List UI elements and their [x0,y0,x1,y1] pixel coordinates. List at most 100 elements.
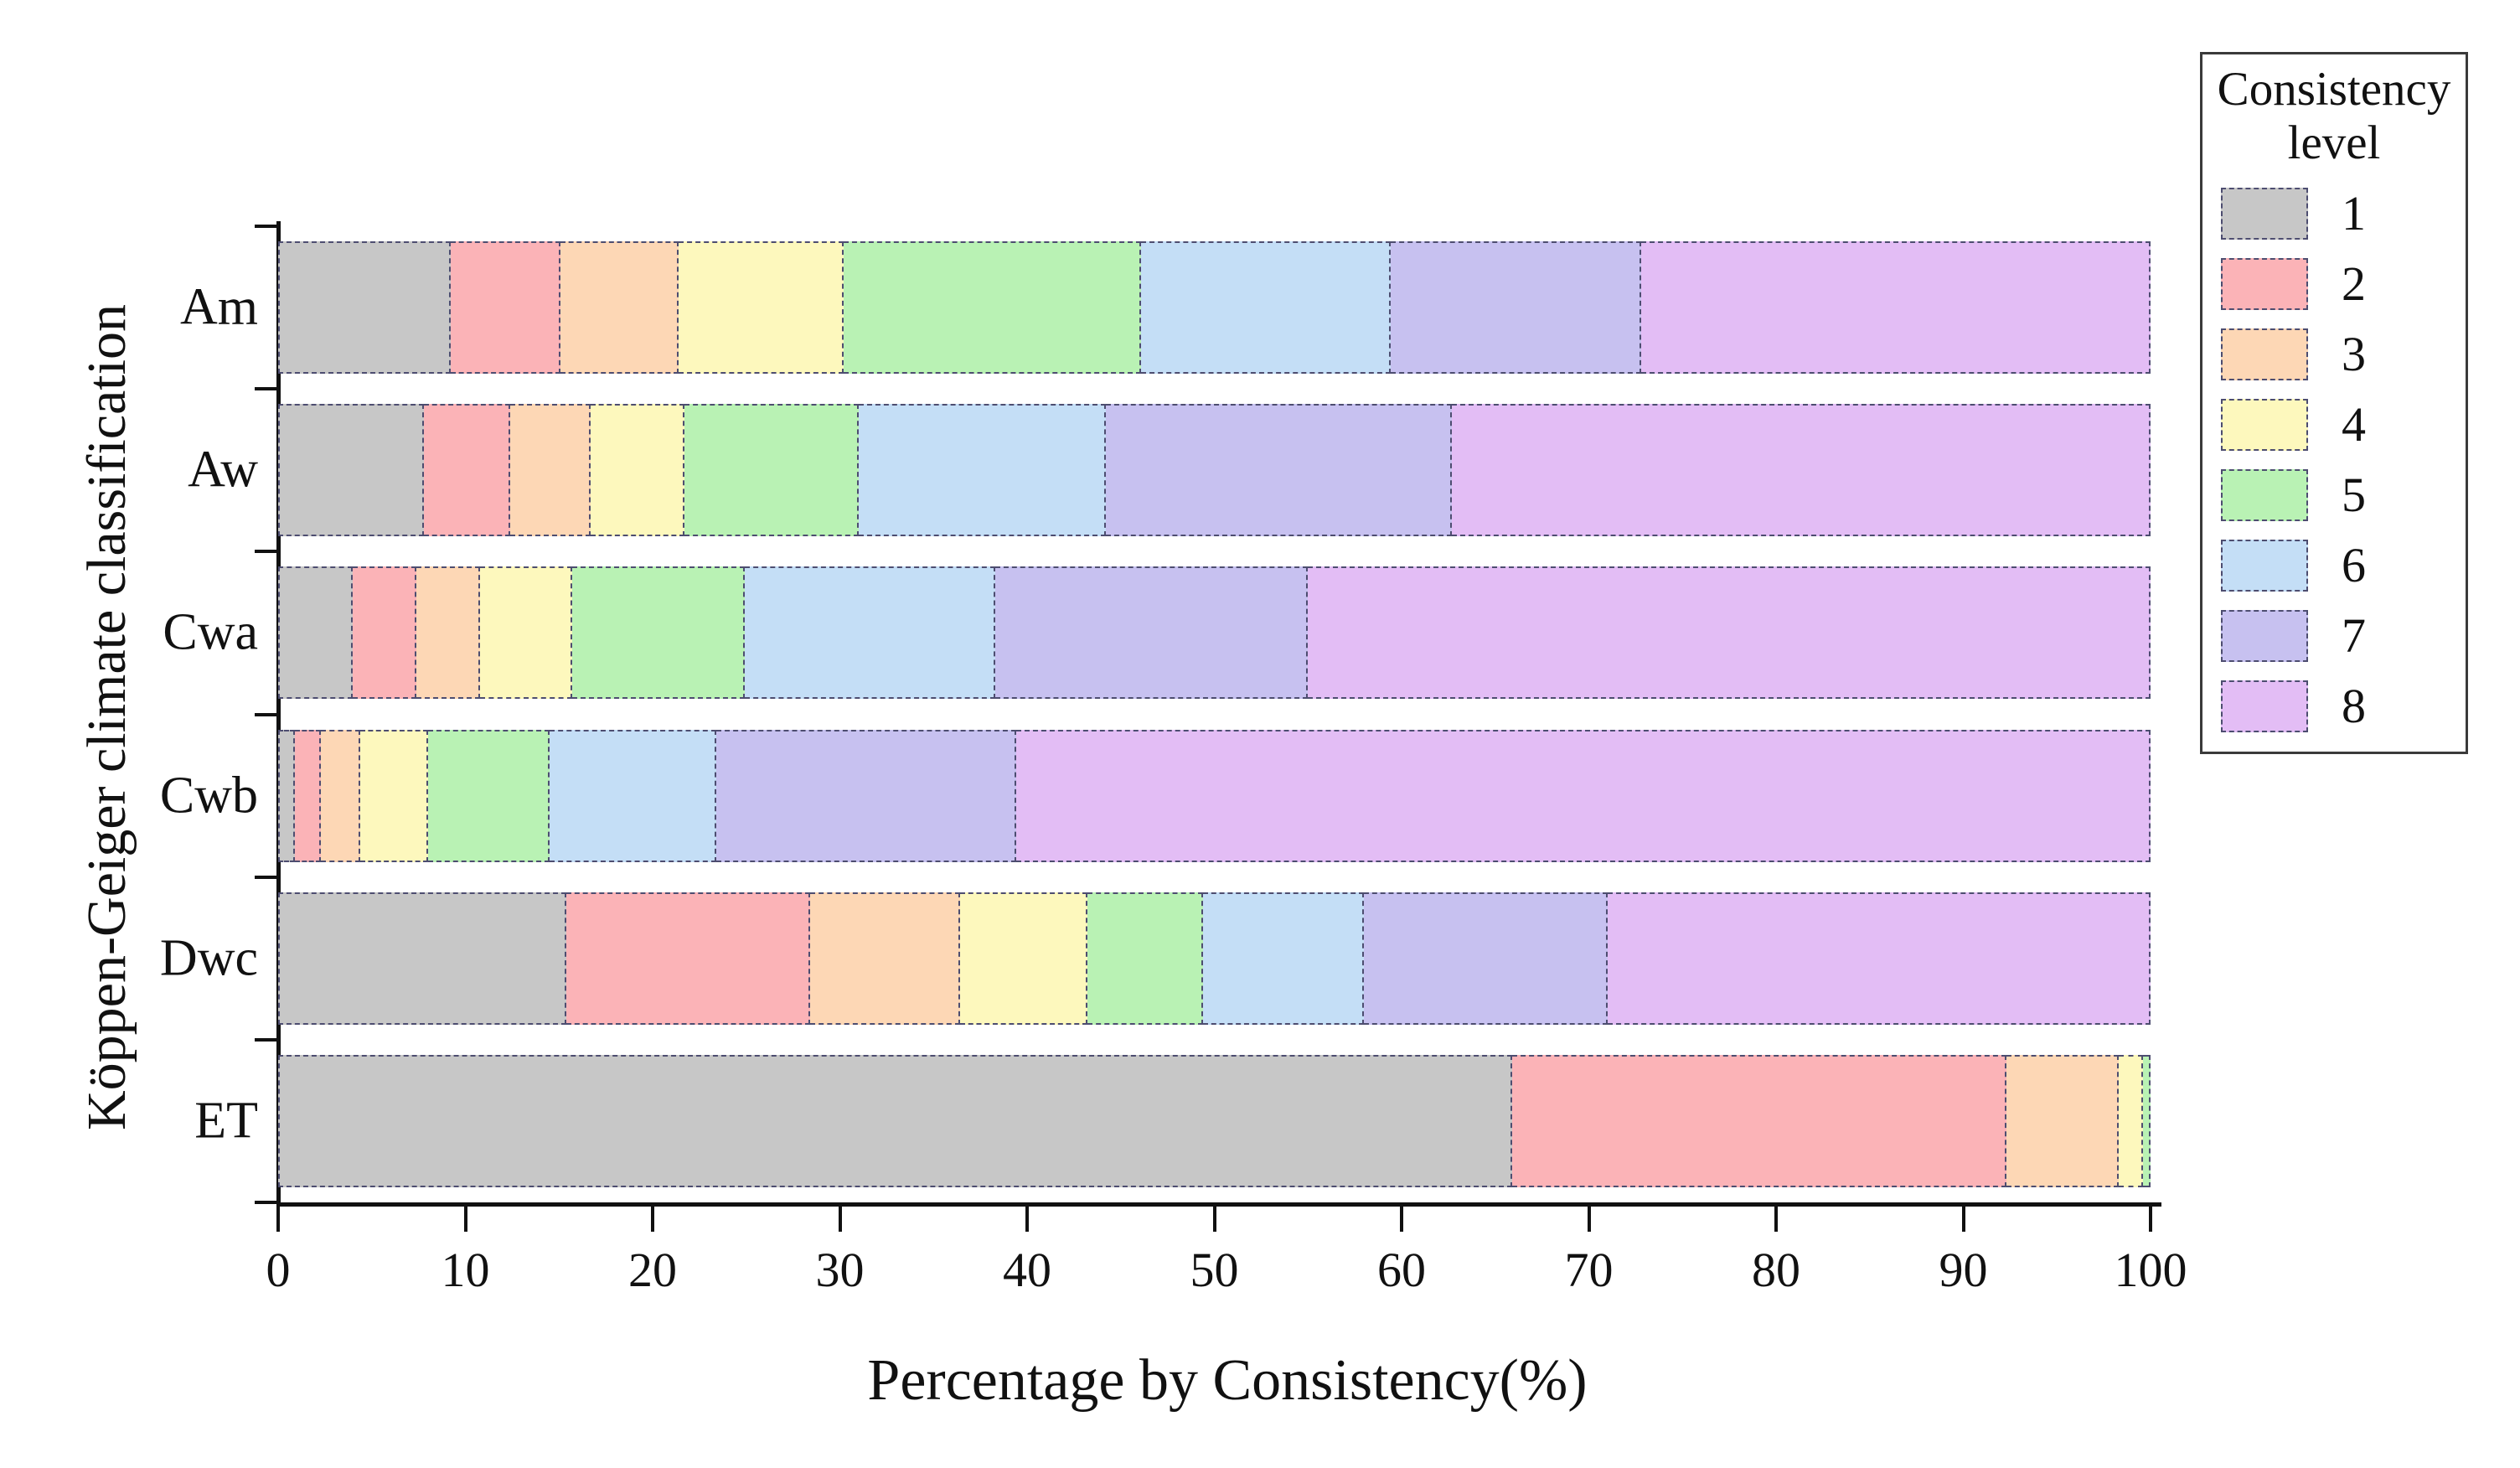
category-label-Dwc: Dwc [159,929,258,987]
bar-segment-Dwc-level-2 [566,892,810,1025]
bar-segment-Cwa-level-2 [353,566,417,700]
x-axis-tick-label-80: 80 [1752,1243,1800,1297]
bar-segment-ET-level-3 [2006,1054,2119,1187]
legend-item-7: 7 [2221,608,2466,664]
legend-item-1: 1 [2221,186,2466,240]
legend-item-6: 6 [2221,538,2466,593]
legend-label-2: 2 [2342,256,2366,312]
x-axis-tick-30 [838,1207,842,1232]
y-axis-title: Köppen-Geiger climate classification [76,304,137,1130]
legend-label-4: 4 [2342,397,2366,452]
x-axis-tick-label-100: 100 [2114,1243,2187,1297]
bar-segment-Aw-level-8 [1452,404,2151,537]
bar-segment-Am-level-3 [560,241,679,375]
y-axis-line [276,221,281,1207]
category-label-Am: Am [180,278,258,336]
bar-segment-ET-level-5 [2143,1054,2151,1187]
bar-segment-Am-level-6 [1141,241,1391,375]
bar-segment-Cwb-level-6 [550,729,716,862]
x-axis-tick-50 [1212,1207,1216,1232]
x-axis-tick-100 [2149,1207,2152,1232]
x-axis-tick-label-20: 20 [628,1243,677,1297]
legend-item-5: 5 [2221,468,2466,522]
y-axis-tick [255,1037,276,1042]
bar-segment-ET-level-1 [278,1054,1512,1187]
y-axis-tick [255,875,276,879]
bar-segment-Aw-level-7 [1105,404,1453,537]
bar-segment-ET-level-2 [1511,1054,2006,1187]
x-axis-tick-label-30: 30 [815,1243,865,1297]
x-axis-tick-40 [1025,1207,1029,1232]
legend-item-3: 3 [2221,327,2466,382]
bar-segment-Aw-level-5 [684,404,859,537]
y-axis-tick [255,712,276,716]
legend-swatch-8 [2221,680,2308,732]
category-label-Cwa: Cwa [163,603,258,661]
x-axis-tick-20 [651,1207,654,1232]
bar-segment-Cwb-level-1 [278,729,296,862]
legend-swatch-1 [2221,187,2308,240]
x-axis-title: Percentage by Consistency(%) [867,1348,1588,1413]
legend-swatch-2 [2221,257,2308,310]
bar-segment-Cwa-level-6 [744,566,995,700]
bar-segment-Am-level-5 [843,241,1142,375]
x-axis-tick-label-0: 0 [266,1243,291,1297]
legend-item-2: 2 [2221,256,2466,312]
bar-segment-ET-level-4 [2119,1054,2144,1187]
legend-swatch-4 [2221,398,2308,451]
bar-segment-Am-level-7 [1390,241,1642,375]
y-axis-tick [255,1201,276,1204]
category-label-Cwb: Cwb [159,767,258,824]
legend-swatch-3 [2221,328,2308,380]
bar-segment-Dwc-level-6 [1203,892,1365,1025]
bar-segment-Cwa-level-1 [278,566,354,700]
legend-item-4: 4 [2221,397,2466,452]
bar-segment-Am-level-8 [1641,241,2151,375]
bar-segment-Cwa-level-7 [995,566,1309,700]
bar-segment-Dwc-level-7 [1364,892,1608,1025]
x-axis-tick-0 [276,1207,280,1232]
legend-title: Consistency level [2202,63,2466,170]
legend-swatch-6 [2221,539,2308,592]
category-label-ET: ET [194,1092,258,1150]
bar-segment-Dwc-level-3 [809,892,960,1025]
x-axis-tick-label-40: 40 [1003,1243,1051,1297]
bar-segment-Dwc-level-4 [959,892,1087,1025]
category-label-Aw: Aw [188,441,258,499]
legend-title-line2: level [2287,116,2381,169]
x-axis-tick-label-70: 70 [1564,1243,1614,1297]
legend-swatch-7 [2221,609,2308,662]
x-axis-tick-label-50: 50 [1190,1243,1239,1297]
bar-segment-Cwa-level-8 [1308,566,2151,700]
y-axis-tick [255,225,276,228]
legend-label-8: 8 [2342,679,2366,734]
x-axis-tick-label-90: 90 [1939,1243,1988,1297]
legend-label-6: 6 [2342,538,2366,593]
x-axis-tick-60 [1400,1207,1403,1232]
legend-label-3: 3 [2342,327,2366,382]
bar-segment-Cwb-level-4 [360,729,428,862]
bar-segment-Am-level-1 [278,241,451,375]
bar-segment-Aw-level-4 [591,404,684,537]
legend-title-line1: Consistency [2217,63,2451,116]
bar-segment-Aw-level-2 [424,404,511,537]
x-axis-tick-80 [1774,1207,1778,1232]
x-axis-tick-label-60: 60 [1377,1243,1426,1297]
x-axis-tick-70 [1587,1207,1591,1232]
bar-segment-Cwb-level-2 [295,729,322,862]
bar-segment-Cwa-level-5 [571,566,745,700]
bar-segment-Cwb-level-8 [1015,729,2151,862]
bar-segment-Cwb-level-7 [715,729,1016,862]
bar-segment-Cwb-level-3 [321,729,361,862]
bar-segment-Cwb-level-5 [427,729,550,862]
bar-segment-Dwc-level-5 [1087,892,1204,1025]
legend-label-7: 7 [2342,608,2366,664]
legend: Consistency level 1 2 3 4 5 6 7 8 [2200,52,2468,754]
bar-segment-Am-level-4 [679,241,844,375]
bar-segment-Aw-level-1 [278,404,425,537]
bar-segment-Dwc-level-1 [278,892,567,1025]
legend-label-5: 5 [2342,468,2366,523]
bar-segment-Dwc-level-8 [1607,892,2151,1025]
x-axis-tick-90 [1961,1207,1965,1232]
